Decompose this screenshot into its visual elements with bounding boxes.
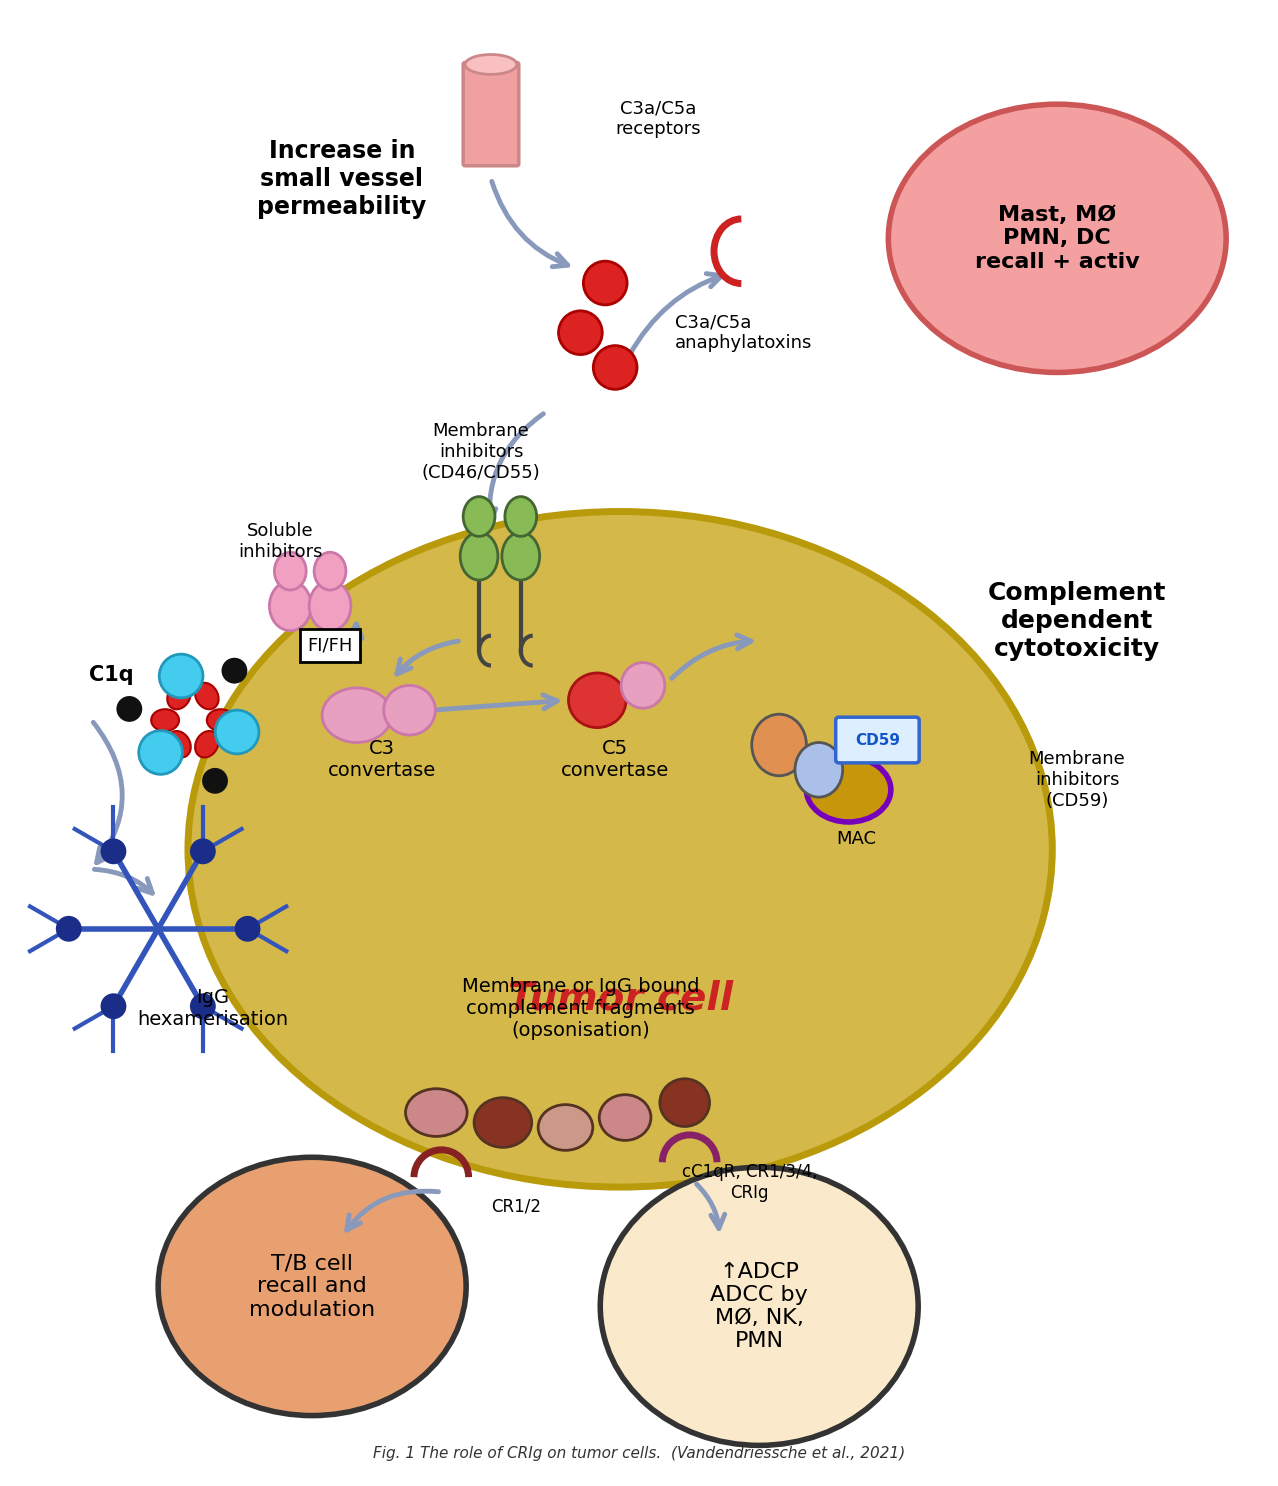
Ellipse shape [888,104,1226,373]
Ellipse shape [599,1095,651,1140]
Circle shape [558,311,602,355]
Ellipse shape [314,553,346,590]
Text: Soluble
inhibitors: Soluble inhibitors [238,522,322,560]
Ellipse shape [405,1089,468,1137]
Ellipse shape [196,684,219,709]
Ellipse shape [659,1079,709,1126]
Circle shape [190,993,216,1019]
Text: C3a/C5a
anaphylatoxins: C3a/C5a anaphylatoxins [675,314,812,352]
Ellipse shape [460,532,498,580]
Text: Fig. 1 The role of CRIg on tumor cells.  (Vandendriessche et al., 2021): Fig. 1 The role of CRIg on tumor cells. … [373,1446,905,1461]
Ellipse shape [751,715,806,776]
Text: Membrane
inhibitors
(CD46/CD55): Membrane inhibitors (CD46/CD55) [422,422,541,481]
FancyBboxPatch shape [463,62,519,166]
Ellipse shape [601,1167,918,1446]
Text: IgG
hexamerisation: IgG hexamerisation [137,988,289,1028]
Circle shape [101,838,127,865]
Text: C3a/C5a
receptors: C3a/C5a receptors [615,100,700,138]
Circle shape [221,658,248,684]
Circle shape [593,346,636,389]
Ellipse shape [270,581,311,630]
Ellipse shape [158,1158,466,1416]
Circle shape [139,731,183,774]
Ellipse shape [383,685,436,736]
Ellipse shape [465,55,516,74]
Ellipse shape [151,709,179,731]
Text: T/B cell
recall and
modulation: T/B cell recall and modulation [249,1253,376,1320]
FancyBboxPatch shape [836,718,919,762]
Text: Membrane
inhibitors
(CD59): Membrane inhibitors (CD59) [1029,750,1126,810]
Text: ↑ADCP
ADCC by
MØ, NK,
PMN: ↑ADCP ADCC by MØ, NK, PMN [711,1262,808,1351]
Ellipse shape [322,688,391,743]
Ellipse shape [569,673,626,728]
Circle shape [235,915,261,942]
Text: CR1/2: CR1/2 [491,1198,541,1216]
Circle shape [583,262,627,305]
Ellipse shape [621,663,665,709]
Text: Membrane or IgG bound
complement fragments
(opsonisation): Membrane or IgG bound complement fragmen… [461,976,699,1040]
Text: CD59: CD59 [855,733,900,747]
Ellipse shape [188,511,1052,1187]
Circle shape [116,695,142,722]
Text: Complement
dependent
cytotoxicity: Complement dependent cytotoxicity [988,581,1167,661]
Ellipse shape [505,496,537,536]
Text: C5
convertase: C5 convertase [561,740,670,780]
Text: Tumor cell: Tumor cell [507,979,732,1018]
Text: FI/FH: FI/FH [307,636,353,655]
Circle shape [215,710,259,753]
Ellipse shape [538,1104,593,1150]
Text: cC1qR, CR1/3/4,
CRIg: cC1qR, CR1/3/4, CRIg [681,1162,817,1202]
Ellipse shape [275,553,307,590]
Text: C1q: C1q [89,666,134,685]
Ellipse shape [502,532,539,580]
Ellipse shape [207,709,235,731]
Circle shape [56,915,82,942]
Ellipse shape [167,684,190,709]
Ellipse shape [474,1098,532,1147]
Text: MAC: MAC [837,831,877,849]
Ellipse shape [463,496,495,536]
Circle shape [202,768,227,794]
Ellipse shape [806,758,891,822]
Circle shape [160,654,203,698]
Ellipse shape [795,743,842,796]
Ellipse shape [167,731,190,758]
Text: Mast, MØ
PMN, DC
recall + activ: Mast, MØ PMN, DC recall + activ [975,205,1140,272]
Ellipse shape [309,581,351,630]
Ellipse shape [196,731,219,758]
Text: C3
convertase: C3 convertase [327,740,436,780]
Circle shape [101,993,127,1019]
Text: Increase in
small vessel
permeability: Increase in small vessel permeability [257,138,427,218]
Circle shape [190,838,216,865]
